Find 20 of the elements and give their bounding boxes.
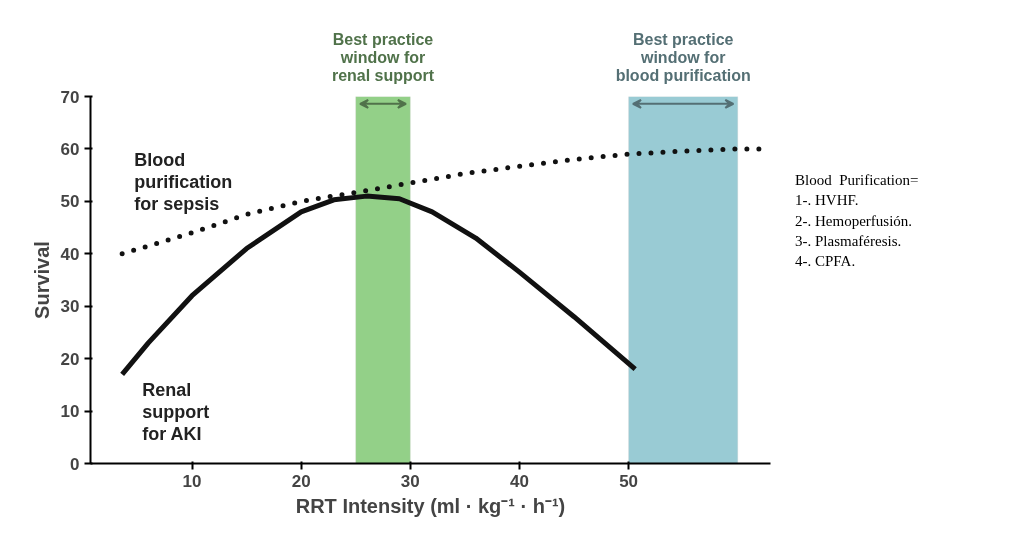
y-tick-label: 10: [60, 402, 80, 422]
x-tick-label: 10: [182, 471, 202, 491]
y-tick-label: 40: [60, 244, 80, 264]
y-tick-label: 20: [60, 349, 80, 369]
x-tick-label: 40: [510, 471, 529, 491]
y-tick-label: 60: [60, 139, 80, 159]
y-tick-label: 70: [60, 87, 80, 107]
band-label: Best practice window for blood purification: [615, 31, 751, 85]
x-tick-label: 50: [619, 471, 639, 491]
text: Blood Purification= 1-. HVHF. 2-. Hemoperfusión. 3-. Plasmaféresis. 4-. CPFA.: [795, 171, 919, 271]
y-tick-label: 30: [60, 297, 80, 317]
x-axis-title: RRT Intensity (ml · kg⁻¹ · h⁻¹): [295, 494, 566, 517]
y-tick-label: 50: [60, 192, 80, 212]
series-label: Renal support for AKI: [142, 380, 210, 445]
y-tick-label: 0: [70, 454, 80, 474]
x-tick-label: 20: [291, 471, 311, 491]
y-axis-title: Survival: [30, 241, 53, 319]
band-label: Best practice window for renal support: [331, 31, 435, 85]
series-label: Blood purification for sepsis: [134, 149, 233, 214]
x-tick-label: 30: [400, 471, 420, 491]
